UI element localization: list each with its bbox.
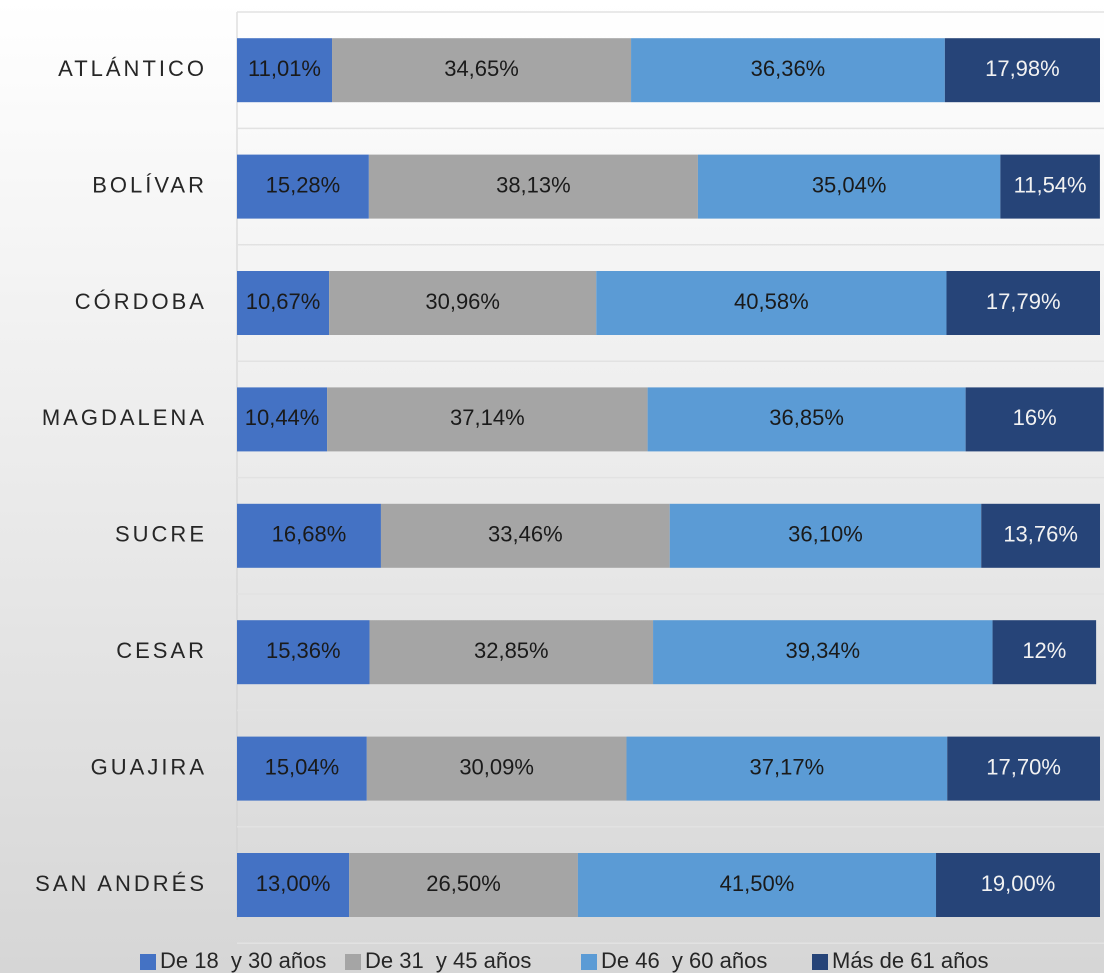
- y-tick-label: SAN ANDRÉS: [35, 871, 207, 896]
- bar-segment: [626, 736, 948, 801]
- bar-segment: [577, 853, 937, 917]
- bar-segment: [1000, 154, 1100, 219]
- data-label: 32,85%: [474, 638, 549, 663]
- bar-segment: [596, 271, 947, 335]
- data-label: 19,00%: [981, 871, 1056, 896]
- legend-swatch: [345, 954, 361, 970]
- data-label: 33,46%: [488, 522, 563, 547]
- y-tick-label: CESAR: [116, 638, 207, 663]
- data-label: 39,34%: [785, 638, 860, 663]
- data-label: 17,98%: [985, 56, 1060, 81]
- bar-segment: [947, 736, 1100, 801]
- data-label: 15,28%: [266, 172, 341, 197]
- bar-segment: [237, 736, 367, 801]
- data-label: 17,79%: [986, 289, 1061, 314]
- legend-swatch: [581, 954, 597, 970]
- data-label: 15,36%: [266, 638, 341, 663]
- bar-segment: [944, 38, 1100, 103]
- data-label: 30,96%: [425, 289, 500, 314]
- data-label: 26,50%: [426, 871, 501, 896]
- data-label: 13,76%: [1003, 522, 1078, 547]
- data-label: 37,14%: [450, 405, 525, 430]
- y-tick-label: ATLÁNTICO: [58, 56, 207, 81]
- bar-segment: [653, 620, 993, 685]
- bar-segment: [981, 503, 1100, 568]
- legend-label: Más de 61 años: [832, 948, 989, 973]
- bar-segment: [237, 387, 328, 452]
- data-label: 34,65%: [444, 56, 519, 81]
- data-label: 30,09%: [459, 754, 534, 779]
- bar-segment: [332, 38, 632, 103]
- legend-swatch: [812, 954, 828, 970]
- legend-swatch: [140, 954, 156, 970]
- bar-segment: [237, 154, 369, 219]
- bar-segment: [237, 271, 330, 335]
- legend-label: De 46 y 60 años: [601, 948, 767, 973]
- bar-segment: [349, 853, 578, 917]
- bar-segment: [237, 503, 381, 568]
- bar-segment: [369, 620, 654, 685]
- bar-segment: [368, 154, 698, 219]
- data-label: 10,67%: [246, 289, 321, 314]
- data-label: 41,50%: [720, 871, 795, 896]
- bar-segment: [366, 736, 627, 801]
- data-label: 37,17%: [750, 754, 825, 779]
- data-label: 13,00%: [256, 871, 331, 896]
- data-label: 36,36%: [751, 56, 826, 81]
- bar-segment: [380, 503, 670, 568]
- bar-segment: [327, 387, 648, 452]
- bar-segment: [237, 38, 333, 103]
- y-tick-label: SUCRE: [115, 522, 207, 547]
- y-tick-label: CÓRDOBA: [75, 289, 207, 314]
- data-label: 36,10%: [788, 522, 863, 547]
- bar-segment: [647, 387, 966, 452]
- data-label: 35,04%: [812, 172, 887, 197]
- y-tick-label: MAGDALENA: [42, 405, 207, 430]
- bar-segment: [992, 620, 1097, 685]
- bar-segment: [936, 853, 1100, 917]
- data-label: 16,68%: [272, 522, 347, 547]
- bar-segment: [697, 154, 1001, 219]
- data-label: 12%: [1022, 638, 1066, 663]
- bar-segment: [237, 853, 350, 917]
- data-label: 15,04%: [265, 754, 340, 779]
- bar-segment: [631, 38, 945, 103]
- data-label: 11,01%: [248, 56, 321, 81]
- data-label: 16%: [1013, 405, 1057, 430]
- bar-segment: [669, 503, 982, 568]
- legend-label: De 18 y 30 años: [160, 948, 326, 973]
- bar-segment: [237, 620, 370, 685]
- y-tick-label: GUAJIRA: [91, 754, 207, 779]
- data-label: 36,85%: [769, 405, 844, 430]
- data-label: 38,13%: [496, 172, 571, 197]
- bar-segment: [965, 387, 1104, 452]
- bar-segment: [946, 271, 1100, 335]
- bar-segment: [329, 271, 597, 335]
- data-label: 11,54%: [1014, 172, 1087, 197]
- data-label: 40,58%: [734, 289, 809, 314]
- data-label: 10,44%: [245, 405, 320, 430]
- legend-label: De 31 y 45 años: [365, 948, 531, 973]
- y-tick-label: BOLÍVAR: [92, 172, 207, 197]
- data-label: 17,70%: [986, 754, 1061, 779]
